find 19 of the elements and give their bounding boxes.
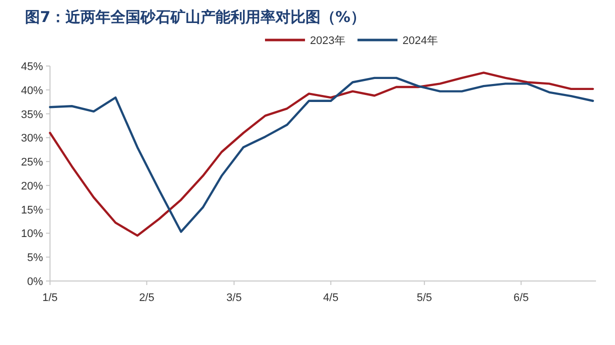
- x-tick-label: 6/5: [513, 292, 529, 304]
- legend-label: 2024年: [402, 35, 438, 47]
- y-tick-label: 10%: [20, 228, 44, 240]
- chart-title: 图7：近两年全国砂石矿山产能利用率对比图（%）: [25, 8, 366, 26]
- y-tick-label: 5%: [27, 252, 44, 264]
- y-tick-label: 35%: [20, 108, 44, 121]
- legend-label: 2023年: [310, 35, 346, 47]
- x-tick-label: 2/5: [139, 292, 154, 304]
- x-tick-label: 3/5: [226, 292, 242, 304]
- x-tick-label: 5/5: [416, 292, 432, 304]
- y-tick-label: 20%: [20, 180, 44, 192]
- x-tick-label: 4/5: [323, 292, 338, 304]
- y-tick-label: 45%: [20, 61, 44, 73]
- y-tick-label: 25%: [20, 156, 44, 169]
- x-tick-label: 1/5: [42, 292, 58, 304]
- y-tick-label: 15%: [20, 204, 44, 216]
- y-tick-label: 30%: [20, 132, 44, 145]
- y-tick-label: 0%: [27, 276, 44, 288]
- y-tick-label: 40%: [20, 84, 44, 97]
